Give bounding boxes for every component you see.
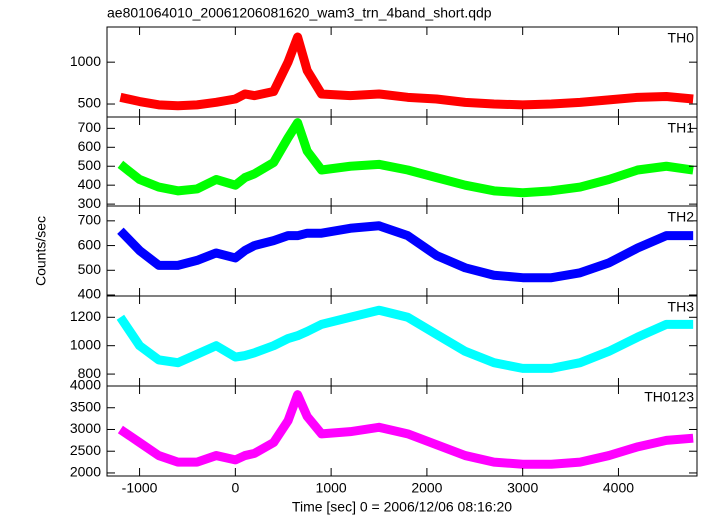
y-tick-label: 700 [78, 212, 102, 228]
panel-frame [106, 385, 698, 477]
y-tick-label: 4000 [70, 377, 101, 393]
y-tick-label: 3000 [70, 420, 101, 436]
x-tick-label: 4000 [603, 480, 634, 496]
y-tick-label: 600 [78, 138, 102, 154]
x-tick-label: 0 [231, 480, 239, 496]
x-tick-label: 2000 [411, 480, 442, 496]
x-tick-label: 1000 [316, 480, 347, 496]
y-tick-label: 1200 [70, 308, 101, 324]
y-tick-label: 1000 [70, 336, 101, 352]
y-tick-label: 800 [78, 365, 102, 381]
series-line [116, 305, 694, 373]
panel-frame [106, 295, 698, 387]
y-tick-label: 400 [78, 286, 102, 302]
y-tick-label: 3500 [70, 398, 101, 414]
series-line [117, 221, 694, 283]
series-line [117, 390, 694, 469]
y-tick-label: 2500 [70, 442, 101, 458]
y-tick-label: 1000 [70, 53, 101, 69]
series-label: TH0123 [644, 389, 694, 405]
y-tick-label: 2000 [70, 464, 101, 480]
series-label: TH1 [668, 120, 695, 136]
y-tick-label: 400 [78, 176, 102, 192]
series-label: TH2 [668, 209, 695, 225]
chart-title: ae801064010_20061206081620_wam3_trn_4ban… [107, 5, 492, 21]
panel-frame [106, 205, 698, 297]
x-axis-label: Time [sec] 0 = 2006/12/06 08:16:20 [292, 499, 512, 515]
y-tick-label: 500 [78, 157, 102, 173]
y-tick-label: 300 [78, 195, 102, 211]
x-tick-label: 3000 [507, 480, 538, 496]
y-axis-label: Counts/sec [33, 216, 49, 286]
y-tick-label: 700 [78, 119, 102, 135]
series-line [117, 118, 694, 198]
y-tick-label: 500 [78, 261, 102, 277]
series-label: TH0 [668, 30, 695, 46]
x-tick-label: -1000 [122, 480, 158, 496]
series-label: TH3 [668, 299, 695, 315]
y-tick-label: 500 [78, 95, 102, 111]
y-tick-label: 600 [78, 236, 102, 252]
series-line [119, 32, 694, 111]
